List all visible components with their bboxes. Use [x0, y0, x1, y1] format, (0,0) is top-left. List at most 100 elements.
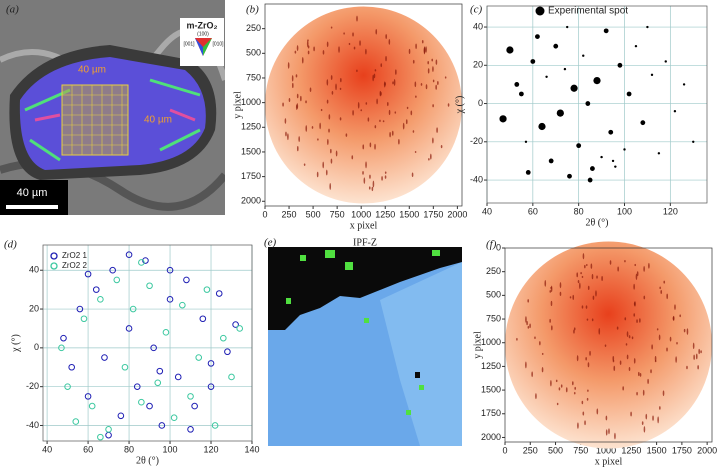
data-point: [72, 418, 80, 425]
data-point: [692, 140, 695, 143]
data-point: [179, 301, 186, 309]
x-axis-label: 2θ (°): [586, 217, 609, 228]
y-tick-label: 2000: [481, 432, 501, 442]
diffraction-spot: [590, 263, 593, 269]
x-tick-label: 1500: [647, 445, 667, 455]
diffraction-spot: [330, 148, 332, 154]
panel-label: (a): [6, 4, 19, 16]
diffraction-spot: [534, 336, 536, 340]
x-tick-label: 750: [330, 209, 345, 219]
data-point: [587, 177, 593, 183]
diffraction-spot: [619, 360, 622, 365]
diffraction-spot: [586, 318, 589, 321]
diffraction-spot: [555, 379, 558, 383]
x-tick-label: 140: [244, 444, 259, 454]
diffraction-spot: [376, 98, 378, 105]
diffraction-spot: [303, 163, 306, 166]
data-point: [101, 354, 108, 361]
diffraction-spot: [636, 271, 639, 277]
diffraction-spot: [427, 60, 430, 65]
diffraction-spot: [675, 356, 677, 363]
x-tick-label: 1250: [621, 445, 641, 455]
diffraction-spot: [604, 344, 607, 347]
diffraction-spot: [406, 106, 409, 110]
diffraction-spot: [614, 432, 616, 440]
diffraction-spot: [427, 68, 430, 74]
diffraction-spot: [339, 87, 342, 90]
diffraction-spot: [322, 161, 325, 169]
diffraction-spot: [581, 275, 584, 278]
diffraction-spot: [656, 328, 659, 331]
diffraction-spot: [625, 343, 628, 346]
data-point: [195, 354, 203, 361]
data-point: [657, 152, 661, 155]
plot-frame: [504, 247, 713, 443]
y-tick-label: 1750: [481, 408, 501, 418]
diffraction-spot: [374, 143, 376, 150]
diffraction-spot: [529, 323, 531, 329]
diffraction-spot: [384, 175, 387, 179]
diffraction-spot: [651, 344, 653, 350]
diffraction-spot: [307, 50, 310, 55]
diffraction-spot: [284, 118, 287, 124]
diffraction-spot: [608, 428, 610, 435]
diffraction-spot: [585, 305, 588, 309]
diffraction-spot: [385, 55, 387, 62]
diffraction-spot: [309, 87, 312, 92]
data-point: [530, 59, 536, 64]
y-tick-label: 40: [473, 21, 483, 31]
y-tick-label: 1250: [481, 361, 501, 371]
diffraction-spot: [674, 304, 676, 310]
diffraction-spot: [639, 318, 641, 323]
data-point: [142, 257, 149, 264]
data-point: [673, 109, 677, 113]
diffraction-spot: [560, 384, 563, 388]
diffraction-spot: [635, 273, 638, 280]
y-axis-label: y pixel: [472, 331, 483, 359]
data-point: [563, 67, 567, 71]
diffraction-spot: [569, 296, 572, 299]
diffraction-spot: [356, 15, 358, 22]
diffraction-spot: [352, 32, 354, 37]
diffraction-spot: [414, 150, 417, 154]
data-point: [125, 325, 133, 332]
diffraction-spot: [556, 402, 559, 406]
x-tick-label: 250: [282, 209, 297, 219]
diffraction-spot: [672, 315, 675, 321]
diffraction-spot: [296, 45, 299, 52]
orientation-label: (100): [197, 31, 209, 37]
diffraction-spot: [660, 290, 663, 294]
data-point: [570, 84, 578, 92]
data-point: [535, 34, 540, 40]
diffraction-spot: [436, 127, 438, 133]
diffraction-spot: [393, 78, 396, 86]
data-point: [174, 373, 182, 381]
data-point: [236, 325, 244, 332]
diffraction-spot: [432, 79, 435, 83]
diffraction-spot: [379, 90, 382, 97]
diffraction-spot: [391, 130, 394, 136]
y-tick-label: 250: [486, 266, 501, 276]
diffraction-spot: [541, 352, 544, 355]
diffraction-spot: [587, 389, 589, 392]
plot-frame: [264, 3, 463, 207]
diffraction-spot: [573, 391, 576, 395]
x-tick-label: 1000: [351, 209, 371, 219]
diffraction-spot: [362, 144, 365, 150]
diffraction-spot: [585, 357, 587, 361]
diffraction-spot: [686, 328, 689, 335]
diffraction-spot: [414, 81, 417, 88]
data-point: [60, 334, 67, 342]
diffraction-spot: [605, 429, 608, 436]
x-tick-label: 750: [573, 445, 588, 455]
diffraction-spot: [586, 397, 589, 401]
data-point: [506, 46, 514, 54]
data-point: [576, 143, 582, 149]
diffraction-spot: [382, 120, 385, 123]
diffraction-spot: [550, 300, 553, 307]
diffraction-spot: [591, 274, 594, 280]
diffraction-spot: [633, 313, 636, 317]
diffraction-spot: [526, 321, 528, 326]
diffraction-spot: [369, 142, 372, 148]
diffraction-spot: [335, 150, 338, 157]
